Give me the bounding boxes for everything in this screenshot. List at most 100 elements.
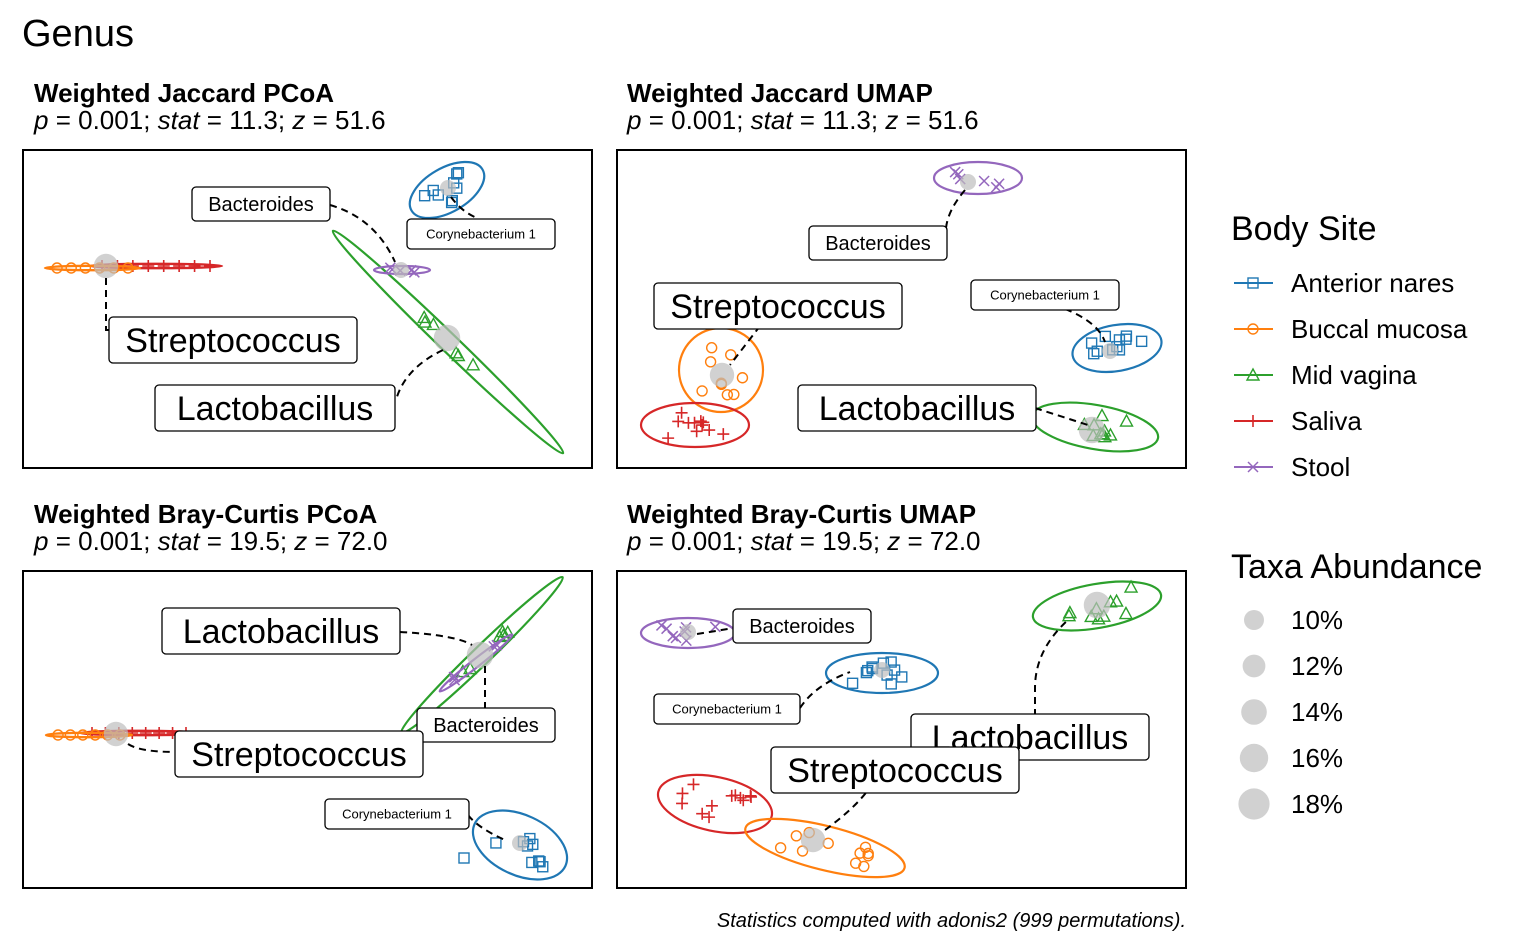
taxon-label: Corynebacterium 1 — [324, 798, 470, 830]
anterior-nares-point — [451, 168, 463, 180]
saliva-point — [662, 432, 675, 445]
mid-vagina-point — [1103, 427, 1118, 441]
saliva-point — [188, 260, 201, 272]
buccal-mucosa-point — [721, 389, 734, 401]
taxon-label-text: Corynebacterium 1 — [672, 702, 782, 717]
panel-braycurtis-umap: Weighted Bray-Curtis UMAP p = 0.001; sta… — [616, 499, 1187, 889]
legend-label: 12% — [1291, 651, 1343, 681]
buccal-mucosa-point — [77, 729, 89, 741]
legend-item-abundance: 12% — [1242, 651, 1343, 681]
saliva-point — [675, 406, 688, 419]
label-leader-line — [945, 189, 966, 229]
saliva-point — [139, 727, 152, 739]
taxon-label-text: Corynebacterium 1 — [342, 807, 452, 822]
saliva-point — [204, 260, 216, 272]
saliva-point — [737, 794, 750, 807]
taxon-abundance-circle — [680, 624, 696, 640]
stool-point — [661, 623, 673, 635]
taxon-label-text: Lactobacillus — [177, 390, 374, 428]
saliva-point — [690, 425, 703, 438]
anterior-nares-point — [526, 856, 538, 869]
legend-square-icon — [1247, 277, 1259, 289]
panel-stats: p = 0.001; stat = 19.5; z = 72.0 — [33, 526, 388, 556]
buccal-mucosa-ellipse — [43, 264, 142, 272]
buccal-mucosa-point — [52, 729, 64, 741]
saliva-point — [687, 778, 700, 791]
buccal-mucosa-point — [79, 262, 92, 274]
stool-point — [448, 671, 460, 683]
taxon-abundance-circle — [440, 180, 456, 196]
saliva-point — [703, 811, 716, 824]
saliva-ellipse — [639, 401, 751, 449]
anterior-nares-point — [846, 677, 859, 689]
taxon-abundance-circle — [103, 721, 129, 747]
legend-title: Taxa Abundance — [1231, 548, 1482, 586]
legend-label: Mid vagina — [1291, 360, 1417, 390]
legend-label: 10% — [1291, 605, 1343, 635]
legend-triangle-icon — [1245, 367, 1261, 381]
anterior-nares-ellipse — [408, 160, 486, 220]
buccal-mucosa-point — [790, 830, 803, 842]
anterior-nares-point — [452, 167, 465, 179]
mid-vagina-point — [1123, 579, 1139, 593]
anterior-nares-point — [534, 856, 546, 868]
panel-title: Weighted Jaccard UMAP — [627, 78, 933, 108]
saliva-point — [705, 799, 718, 812]
figure-title: Genus — [22, 13, 134, 55]
saliva-point — [672, 415, 685, 428]
mid-vagina-point — [426, 316, 441, 331]
stool-point — [667, 630, 679, 642]
label-leader-line — [824, 789, 869, 831]
plot-frame — [616, 570, 1187, 889]
taxon-label: Corynebacterium 1 — [406, 218, 556, 250]
legend-label: 18% — [1291, 789, 1343, 819]
anterior-nares-point — [1120, 330, 1133, 342]
legend-abundance-circle — [1242, 654, 1266, 678]
saliva-point — [694, 415, 707, 428]
plot-frame — [22, 570, 593, 889]
taxon-abundance-circle — [1078, 416, 1106, 444]
taxon-label: Streptococcus — [108, 316, 358, 364]
buccal-mucosa-point — [64, 729, 77, 741]
taxon-label-text: Bacteroides — [825, 233, 931, 255]
anterior-nares-point — [885, 678, 897, 690]
label-leader-line — [799, 671, 851, 709]
taxon-label: Corynebacterium 1 — [970, 279, 1120, 311]
taxon-abundance-circle — [960, 174, 976, 190]
buccal-mucosa-point — [736, 372, 749, 384]
taxon-label: Bacteroides — [808, 225, 948, 261]
legend-plus-icon — [1247, 415, 1259, 427]
panel-stats: p = 0.001; stat = 19.5; z = 72.0 — [626, 526, 981, 556]
legend-item-stool: Stool — [1234, 452, 1350, 482]
mid-vagina-point — [1091, 611, 1106, 625]
panel-title: Weighted Bray-Curtis UMAP — [627, 499, 976, 529]
caption: Statistics computed with adonis2 (999 pe… — [717, 910, 1186, 932]
buccal-mucosa-point — [696, 385, 708, 397]
taxon-label-text: Streptococcus — [670, 288, 885, 326]
anterior-nares-point — [1099, 330, 1112, 343]
anterior-nares-point — [896, 671, 908, 683]
taxon-abundance-circle — [1083, 591, 1111, 619]
buccal-mucosa-point — [725, 349, 737, 361]
stool-point — [655, 619, 667, 631]
mid-vagina-point — [1094, 408, 1110, 422]
buccal-mucosa-point — [89, 729, 101, 741]
taxon-label-text: Streptococcus — [125, 322, 340, 360]
mid-vagina-point — [1118, 606, 1134, 620]
taxon-label: Lactobacillus — [797, 384, 1037, 432]
label-leader-line — [1034, 407, 1089, 426]
legend-label: Buccal mucosa — [1291, 314, 1468, 344]
taxon-label-text: Corynebacterium 1 — [990, 288, 1100, 303]
stool-point — [978, 175, 990, 187]
legend-label: Stool — [1291, 452, 1350, 482]
anterior-nares-point — [1135, 335, 1148, 348]
anterior-nares-point — [885, 656, 897, 668]
buccal-mucosa-point — [704, 356, 717, 368]
saliva-point — [682, 416, 695, 429]
taxon-label: Lactobacillus — [154, 384, 396, 432]
taxon-label-text: Corynebacterium 1 — [426, 227, 536, 242]
stool-point — [709, 621, 721, 633]
taxon-label-text: Bacteroides — [208, 194, 314, 216]
anterior-nares-point — [1120, 333, 1132, 345]
taxon-label: Streptococcus — [770, 746, 1020, 794]
